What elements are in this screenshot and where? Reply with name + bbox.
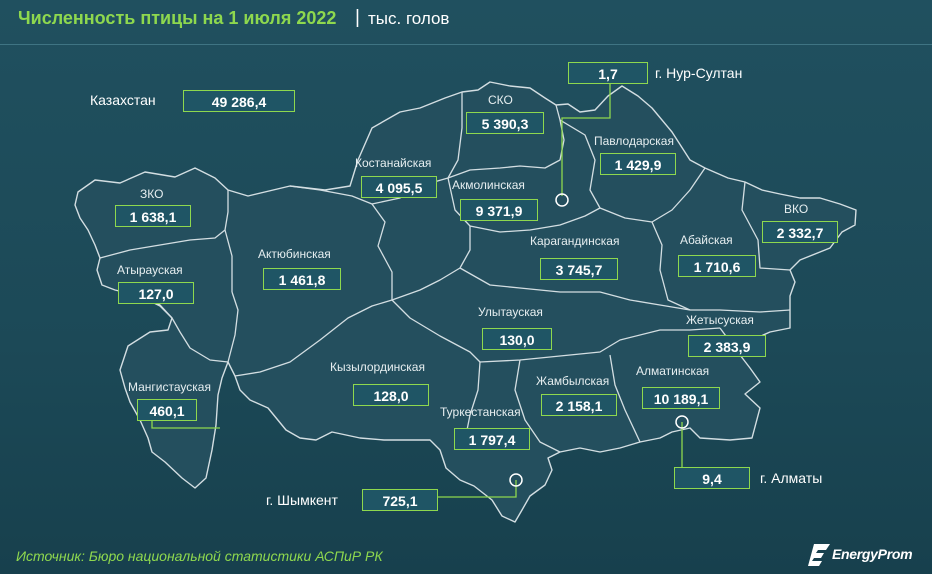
energyprom-logo: EnergyProm	[806, 540, 924, 568]
region-label-abay: Абайская	[680, 233, 733, 247]
city-label-nur-sultan: г. Нур-Султан	[655, 65, 743, 81]
leader-mangistau	[151, 420, 220, 429]
region-value-mangistau: 460,1	[137, 399, 197, 421]
region-value-zhambyl: 2 158,1	[541, 394, 617, 416]
region-value-vko: 2 332,7	[762, 221, 838, 243]
border-kyzylorda-turkestan	[464, 361, 481, 441]
border-zko-aktobe	[224, 190, 229, 231]
city-label-shymkent: г. Шымкент	[266, 492, 338, 508]
border-atyrau-aktobe	[224, 229, 233, 292]
region-label-zhetysu: Жетысуская	[686, 313, 754, 327]
unit-label: тыс. голов	[368, 9, 450, 28]
border-turkestan-zhambyl	[514, 359, 561, 453]
region-label-aktobe: Актюбинская	[258, 247, 331, 261]
region-label-turkestan: Туркестанская	[440, 405, 521, 419]
region-label-karaganda: Карагандинская	[530, 234, 620, 248]
region-value-zhetysu: 2 383,9	[688, 335, 766, 357]
region-value-sko: 5 390,3	[466, 112, 544, 134]
border-abay-zhetysu	[690, 309, 791, 313]
border-sko-akmola	[447, 104, 565, 179]
nur-sultan-marker-icon	[555, 193, 569, 207]
region-value-abay: 1 710,6	[678, 255, 756, 277]
border-karaganda-ulytau	[459, 267, 691, 311]
source-note: Источник: Бюро национальной статистики А…	[16, 548, 383, 564]
region-value-pavlodar: 1 429,9	[600, 153, 676, 175]
region-label-pavlodar: Павлодарская	[594, 134, 674, 148]
region-value-aktobe: 1 461,8	[263, 268, 341, 290]
border-aktobe-kyzylorda	[234, 299, 393, 377]
city-value-almaty: 9,4	[674, 467, 750, 489]
brand-name: EnergyProm	[832, 546, 913, 562]
border-pavlodar-abay	[599, 167, 706, 223]
region-label-sko: СКО	[488, 93, 513, 107]
region-label-zko: ЗКО	[140, 187, 164, 201]
leader-nur-sultan	[561, 84, 611, 196]
region-label-kostanay: Костанайская	[355, 156, 432, 170]
border-karaganda-abay	[651, 221, 691, 311]
region-label-ulytau: Улытауская	[478, 305, 543, 319]
border-aktobe-mangistau	[227, 291, 239, 363]
header-divider	[0, 44, 932, 45]
region-value-atyrau: 127,0	[118, 282, 194, 304]
region-label-atyrau: Атырауская	[117, 263, 183, 277]
border-zko-atyrau	[99, 229, 226, 259]
region-value-karaganda: 3 745,7	[540, 258, 618, 280]
energyprom-logo-icon	[808, 544, 830, 566]
border-aktobe-kostanay	[289, 185, 393, 300]
shymkent-marker-icon	[509, 473, 523, 487]
region-value-turkestan: 1 797,4	[454, 428, 530, 450]
region-label-vko: ВКО	[784, 202, 809, 216]
country-outline	[74, 81, 857, 523]
almaty-marker-icon	[675, 415, 689, 429]
city-label-almaty: г. Алматы	[760, 470, 823, 486]
region-label-almaty-obl: Алматинская	[636, 364, 710, 378]
city-value-nur-sultan: 1,7	[568, 62, 648, 84]
region-label-kyzylorda: Кызылординская	[330, 360, 425, 374]
border-ulytau-kyzylorda	[391, 299, 481, 363]
title-separator: |	[355, 7, 360, 28]
total-value: 49 286,4	[183, 90, 295, 112]
page-title: Численность птицы на 1 июля 2022	[18, 8, 337, 28]
region-value-kyzylorda: 128,0	[353, 384, 429, 406]
region-value-almaty-obl: 10 189,1	[642, 387, 720, 409]
region-value-zko: 1 638,1	[115, 205, 191, 227]
border-kostanay-ulytau	[391, 226, 471, 301]
border-abay-vko	[741, 181, 791, 271]
city-value-shymkent: 725,1	[362, 489, 438, 511]
border-ulytau-south	[479, 327, 721, 363]
total-label: Казахстан	[90, 92, 156, 108]
region-value-akmola: 9 371,9	[460, 199, 538, 221]
border-akmola-karaganda	[447, 177, 601, 233]
region-value-kostanay: 4 095,5	[361, 176, 437, 198]
border-akmola-pavlodar	[559, 119, 601, 209]
border-atyrau-mangistau	[139, 295, 229, 363]
region-value-ulytau: 130,0	[482, 328, 552, 350]
region-label-akmola: Акмолинская	[452, 178, 525, 192]
border-zhambyl-almaty	[609, 354, 641, 443]
region-label-zhambyl: Жамбылская	[536, 374, 610, 388]
region-label-mangistau: Мангистауская	[128, 380, 211, 394]
